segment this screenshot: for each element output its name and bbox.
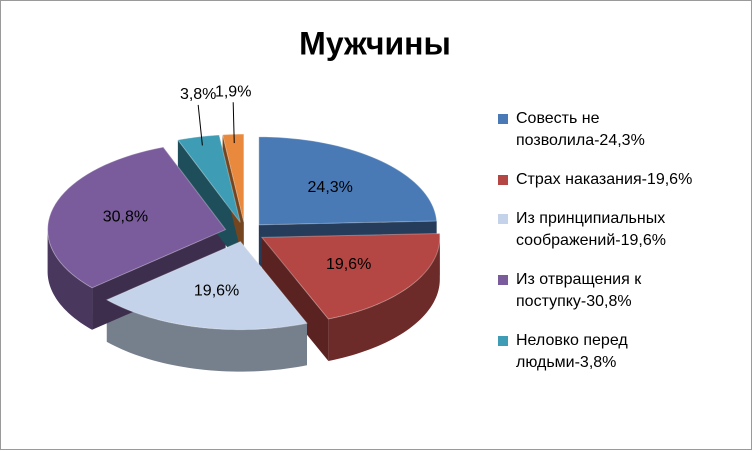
data-label: 30,8% bbox=[103, 208, 148, 225]
slice bbox=[47, 146, 227, 289]
legend-swatch bbox=[498, 175, 508, 185]
slice bbox=[176, 134, 241, 223]
legend: Совесть не позволила-24,3% Страх наказани… bbox=[496, 108, 728, 391]
slice-side bbox=[177, 139, 241, 265]
leader-line bbox=[232, 102, 235, 144]
slice bbox=[105, 241, 308, 331]
slice-side bbox=[106, 299, 307, 372]
legend-item: Из отвращения к поступку-30,8% bbox=[496, 269, 728, 313]
slice-side bbox=[47, 229, 93, 330]
tops bbox=[47, 133, 441, 331]
slice bbox=[258, 136, 438, 226]
legend-swatch bbox=[498, 336, 508, 346]
legend-label: Неловко перед людьми-3,8% bbox=[516, 332, 628, 371]
slice bbox=[221, 133, 245, 223]
leader-line bbox=[197, 104, 203, 146]
data-label: 3,8% bbox=[180, 86, 216, 103]
slice bbox=[260, 232, 441, 320]
legend-swatch bbox=[498, 214, 508, 224]
legend-label: Из отвращения к поступку-30,8% bbox=[516, 271, 642, 310]
legend-swatch bbox=[498, 114, 508, 124]
legend-label: Совесть не позволила-24,3% bbox=[516, 110, 645, 149]
legend-item: Страх наказания-19,6% bbox=[496, 169, 728, 191]
legend-label: Страх наказания-19,6% bbox=[516, 171, 693, 188]
legend-item: Из принципиальных соображений-19,6% bbox=[496, 208, 728, 252]
legend-item: Неловко перед людьми-3,8% bbox=[496, 330, 728, 374]
slice-side bbox=[328, 237, 440, 361]
legend-swatch bbox=[498, 275, 508, 285]
legend-item: Совесть не позволила-24,3% bbox=[496, 108, 728, 152]
chart-title: Мужчины bbox=[299, 25, 451, 61]
data-label: 19,6% bbox=[326, 256, 371, 273]
data-label: 19,6% bbox=[194, 283, 239, 300]
slice-side bbox=[261, 237, 329, 361]
data-label: 1,9% bbox=[215, 84, 251, 101]
legend-label: Из принципиальных соображений-19,6% bbox=[516, 210, 666, 249]
data-label: 24,3% bbox=[308, 179, 353, 196]
